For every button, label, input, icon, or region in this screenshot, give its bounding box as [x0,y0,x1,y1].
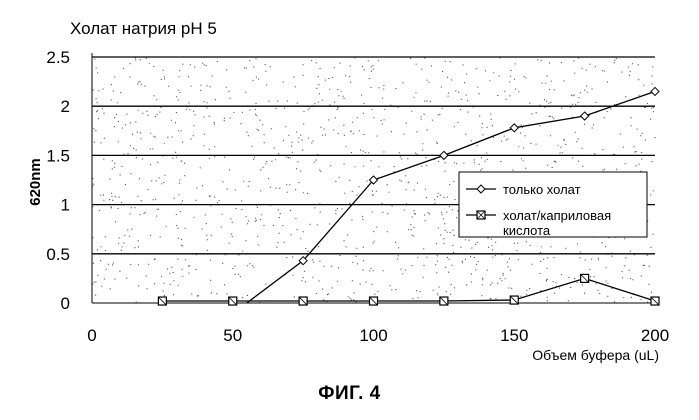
x-tick-label-4: 200 [641,326,669,345]
x-tick-label-2: 100 [359,326,387,345]
x-tick-label-0: 0 [87,326,96,345]
x-tick-label-1: 50 [223,326,242,345]
legend: только холат холат/каприловая кислота [459,172,647,238]
series-0-point-6 [510,124,518,132]
y-tick-label-0: 0 [61,294,70,313]
y-tick-label-1: 0.5 [46,245,70,264]
y-tick-label-3: 1.5 [46,146,70,165]
y-tick-label-5: 2.5 [46,48,70,67]
y-tick-label-4: 2 [61,97,70,116]
legend-label-1-line1: холат/каприловая [503,208,611,223]
y-tick-label-2: 1 [61,196,70,215]
legend-label-0: только холат [503,182,581,197]
series-0-point-7 [581,112,589,120]
chart-title: Холат натрия pH 5 [70,19,217,38]
series-0-point-5 [440,151,448,159]
y-axis-label: 620nm [27,158,44,206]
legend-label-1-line2: кислота [503,223,551,238]
series-0-point-8 [651,87,659,95]
figure-caption: ФИГ. 4 [0,383,699,405]
x-tick-label-3: 150 [500,326,528,345]
x-axis-label: Объем буфера (uL) [532,347,659,363]
